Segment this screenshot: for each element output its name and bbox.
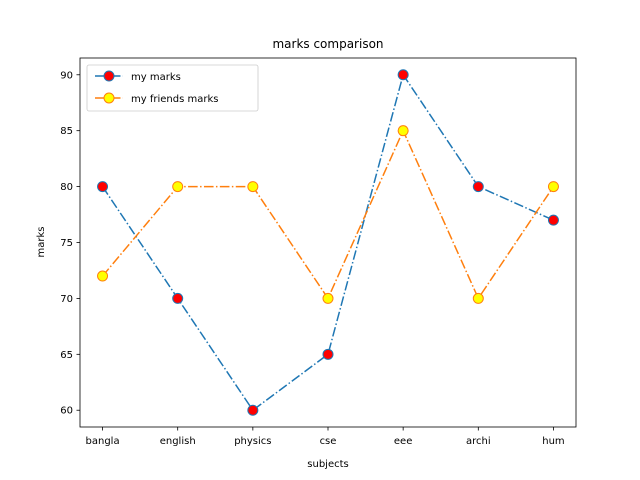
x-tick-label: hum xyxy=(542,436,564,447)
series-1-point xyxy=(97,181,109,193)
series-2-point xyxy=(247,181,259,193)
y-tick-label: 60 xyxy=(60,406,73,417)
series-2-point xyxy=(472,292,484,304)
x-tick-label: archi xyxy=(466,436,491,447)
y-tick-label: 65 xyxy=(60,350,73,361)
y-tick-label: 75 xyxy=(60,238,73,249)
chart-title: marks comparison xyxy=(272,37,383,51)
y-tick-label: 85 xyxy=(60,126,73,137)
series-2-point xyxy=(172,181,184,193)
series-1-point xyxy=(547,214,559,226)
legend-box xyxy=(86,64,259,112)
series-2-point xyxy=(97,270,109,282)
series-2-point xyxy=(322,292,334,304)
series-1-point xyxy=(397,69,409,81)
y-tick-label: 80 xyxy=(60,182,73,193)
x-tick-label: english xyxy=(160,436,196,447)
legend-marker-1 xyxy=(103,70,115,82)
x-tick-label: bangla xyxy=(86,436,120,447)
series-1-point xyxy=(472,181,484,193)
x-tick-label: physics xyxy=(234,436,271,447)
series-1-point xyxy=(322,348,334,360)
legend-marker-2 xyxy=(103,92,115,104)
x-axis-label: subjects xyxy=(307,459,348,470)
series-2-point xyxy=(397,125,409,137)
legend-label-2: my friends marks xyxy=(131,94,218,105)
x-tick-label: cse xyxy=(320,436,337,447)
series-1-point xyxy=(247,404,259,416)
y-tick-label: 90 xyxy=(60,70,73,81)
y-tick-label: 70 xyxy=(60,294,73,305)
x-tick-label: eee xyxy=(394,436,412,447)
series-1-point xyxy=(172,292,184,304)
legend-label-1: my marks xyxy=(131,72,181,83)
plot-area: 60 65 70 75 80 85 90 bangla english physics cse eee… xyxy=(60,57,577,447)
y-axis-label: marks xyxy=(36,227,47,258)
legend: my marks my friends marks xyxy=(86,64,259,112)
series-2-point xyxy=(547,181,559,193)
